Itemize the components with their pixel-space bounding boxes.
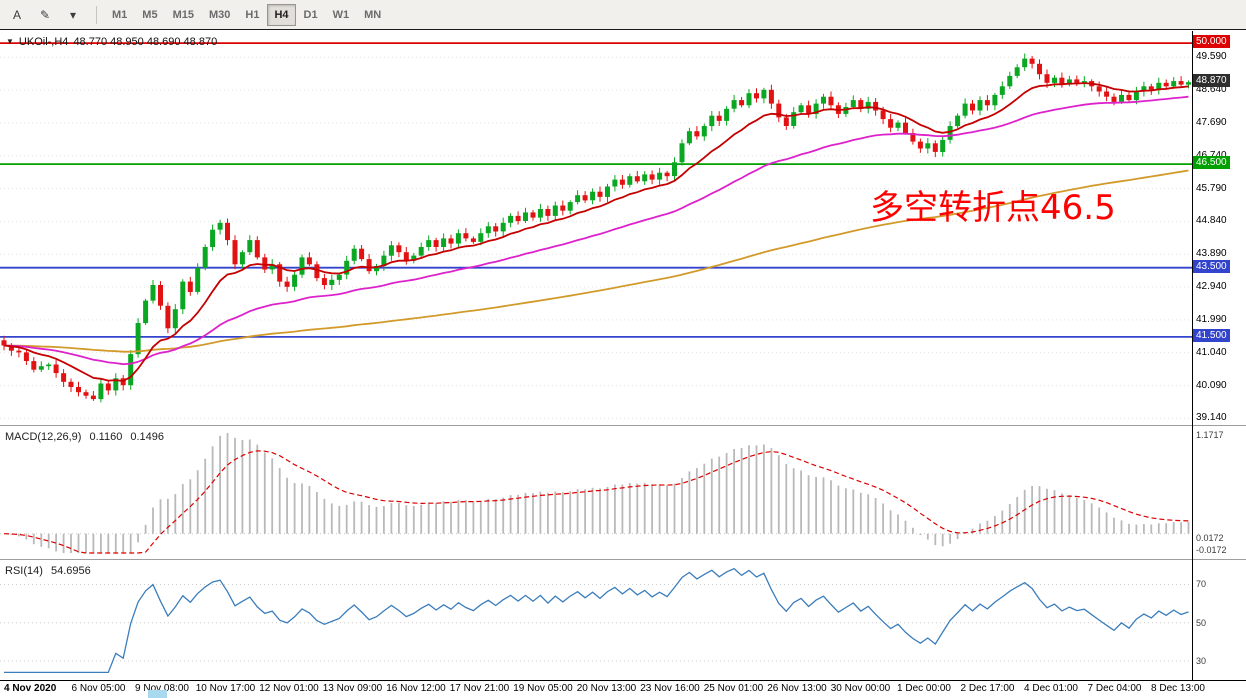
price-axis-label: 49.590	[1196, 51, 1227, 63]
time-axis-border	[0, 680, 1246, 681]
ohlc-readout: 48.770 48.950 48.690 48.870	[73, 36, 218, 48]
time-axis-label: 7 Dec 04:00	[1087, 683, 1142, 694]
time-axis-label: 10 Nov 17:00	[195, 683, 256, 694]
time-axis-label: 12 Nov 01:00	[259, 683, 319, 694]
macd-name: MACD(12,26,9)	[5, 431, 82, 443]
macd-label: MACD(12,26,9) 0.1160 0.1496	[5, 431, 164, 443]
toolbar: A ✎ ▾ M1 M5 M15 M30 H1 H4 D1 W1 MN	[0, 0, 1246, 30]
timeframe-w1-button[interactable]: W1	[332, 8, 350, 21]
draw-tool-button[interactable]: ✎	[39, 7, 51, 22]
rsi-line	[4, 567, 1189, 674]
time-axis-label: 26 Nov 13:00	[767, 683, 827, 694]
time-axis-label: 19 Nov 05:00	[513, 683, 573, 694]
macd-value-signal: 0.1496	[130, 431, 165, 443]
tools-dropdown-button[interactable]: ▾	[69, 7, 77, 22]
time-axis-label: 1 Dec 00:00	[897, 683, 951, 694]
macd-histogram	[10, 433, 1190, 553]
time-axis-label: 2 Dec 17:00	[960, 683, 1015, 694]
price-axis-label: 48.640	[1196, 84, 1227, 96]
rsi-name: RSI(14)	[5, 565, 43, 577]
macd-axis-label: -0.0172	[1196, 545, 1227, 555]
timeframe-m5-button[interactable]: M5	[142, 8, 158, 21]
level-price-badge: 46.500	[1193, 156, 1230, 170]
time-axis-label: 4 Nov 2020	[4, 683, 57, 694]
price-axis-label: 41.990	[1196, 313, 1227, 325]
time-axis-label: 13 Nov 09:00	[322, 683, 383, 694]
panel-divider[interactable]	[0, 425, 1246, 426]
timeframe-button-group: M1 M5 M15 M30 H1 H4 D1 W1 MN	[105, 3, 389, 26]
price-axis-label: 47.690	[1196, 116, 1227, 128]
price-axis-border	[1192, 31, 1193, 680]
chart-legend: ▼ UKOil-,H4 48.770 48.950 48.690 48.870	[6, 36, 217, 48]
price-axis-label: 39.140	[1196, 412, 1227, 424]
tool-button-group: A ✎ ▾	[4, 5, 88, 25]
time-axis-label: 20 Nov 13:00	[576, 683, 637, 694]
moving-average-line	[3, 169, 1189, 353]
price-axis-label: 45.790	[1196, 182, 1227, 194]
main-price-chart[interactable]	[0, 31, 1192, 425]
symbol-dropdown-icon[interactable]: ▼	[6, 37, 14, 46]
moving-average-line	[3, 95, 1189, 366]
level-price-badge: 41.500	[1193, 328, 1230, 342]
time-axis-label: 17 Nov 21:00	[449, 683, 510, 694]
price-axis-label: 41.040	[1196, 346, 1227, 358]
moving-average-line	[3, 82, 1189, 382]
rsi-indicator-panel[interactable]	[0, 561, 1192, 680]
screenshot-artifact	[148, 690, 167, 698]
timeframe-mn-button[interactable]: MN	[364, 8, 382, 21]
macd-signal-line	[3, 450, 1189, 554]
level-price-badge: 50.000	[1193, 35, 1230, 49]
macd-value-main: 0.1160	[89, 431, 123, 443]
price-axis-label: 43.890	[1196, 248, 1227, 260]
time-axis-label: 16 Nov 12:00	[386, 683, 446, 694]
time-axis-label: 9 Nov 08:00	[135, 683, 189, 694]
rsi-axis-label: 30	[1196, 655, 1207, 666]
panel-divider[interactable]	[0, 559, 1246, 560]
timeframe-m1-button[interactable]: M1	[112, 8, 128, 21]
macd-axis-label: 0.0172	[1196, 533, 1224, 543]
annotation-text[interactable]: 多空转折点46.5	[870, 188, 1116, 228]
rsi-value: 54.6956	[50, 565, 91, 577]
cursor-tool-button[interactable]: A	[12, 7, 21, 22]
time-axis-label: 8 Dec 13:00	[1151, 683, 1205, 694]
time-axis-label: 4 Dec 01:00	[1024, 683, 1078, 694]
timeframe-m30-button[interactable]: M30	[208, 8, 231, 21]
rsi-axis-label: 70	[1196, 579, 1207, 590]
price-axis[interactable]: 49.590 48.640 47.690 46.740 45.790 44.840 43.8…	[1193, 31, 1246, 680]
rsi-axis-label: 50	[1196, 617, 1207, 628]
toolbar-separator	[96, 5, 97, 24]
time-axis-label: 25 Nov 01:00	[703, 683, 764, 694]
price-axis-label: 40.090	[1196, 379, 1227, 391]
time-axis-label: 23 Nov 16:00	[640, 683, 700, 694]
macd-indicator-panel[interactable]	[0, 427, 1192, 559]
time-axis[interactable]: 4 Nov 2020 6 Nov 05:00 9 Nov 08:00 10 Nov 1…	[0, 683, 1246, 698]
time-axis-label: 6 Nov 05:00	[71, 683, 126, 694]
price-axis-label: 44.840	[1196, 215, 1227, 227]
grid-lines	[0, 56, 1192, 419]
symbol-title: UKOil-,H4	[18, 36, 69, 48]
time-axis-label: 30 Nov 00:00	[830, 683, 891, 694]
level-price-badge: 43.500	[1193, 259, 1230, 273]
price-axis-label: 46.740	[1196, 150, 1227, 161]
macd-axis-label: 1.1717	[1196, 430, 1224, 440]
timeframe-d1-button[interactable]: D1	[303, 8, 318, 21]
current-price-badge: 48.870	[1193, 74, 1230, 88]
timeframe-h4-button[interactable]: H4	[267, 3, 296, 26]
rsi-label: RSI(14) 54.6956	[5, 565, 91, 577]
timeframe-h1-button[interactable]: H1	[245, 8, 260, 21]
timeframe-m15-button[interactable]: M15	[172, 8, 194, 21]
price-axis-label: 42.940	[1196, 281, 1227, 293]
rsi-level-lines	[0, 584, 1192, 662]
